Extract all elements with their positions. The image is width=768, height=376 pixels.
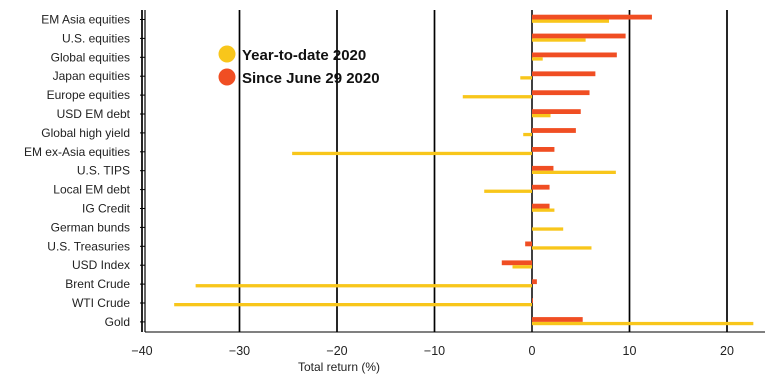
bar-year-to-date [532,246,592,250]
bar-year-to-date [484,189,532,193]
legend-label: Year-to-date 2020 [242,47,366,64]
x-tick-label: −20 [326,344,347,358]
bar-since-june [532,203,550,209]
category-labels: EM Asia equities U.S. equities Global equi… [24,13,131,329]
category-label: USD EM debt [57,107,131,121]
category-label: IG Credit [82,202,131,216]
bar-since-june [532,33,626,39]
category-label: U.S. TIPS [77,164,130,178]
bar-year-to-date [520,76,532,80]
category-label: Gold [105,315,130,329]
category-label: WTI Crude [72,296,130,310]
category-label: Europe equities [47,88,130,102]
legend-marker [218,68,236,86]
category-label: U.S. equities [62,31,130,45]
category-label: Global equities [51,50,130,64]
x-tick-label: 10 [623,344,637,358]
category-label: Global high yield [41,126,130,140]
bar-since-june [532,128,576,133]
bar-since-june [525,241,532,247]
x-tick-label: −10 [424,344,445,358]
legend: Year-to-date 2020 Since June 29 2020 [218,45,380,87]
x-tick-label: 20 [720,344,734,358]
x-tick-label: −30 [229,344,250,358]
bar-year-to-date [532,321,754,326]
category-label: Japan equities [53,69,130,83]
category-label: EM ex-Asia equities [24,145,130,159]
bars [174,14,754,326]
x-axis-title: Total return (%) [298,360,380,374]
bar-since-june [532,147,555,152]
bar-since-june [501,260,532,266]
x-tick-label: −40 [131,344,152,358]
bar-year-to-date [512,265,532,269]
bar-since-june [532,298,533,303]
bar-since-june [532,109,581,114]
bar-since-june [532,14,652,20]
bar-year-to-date [532,19,610,23]
bar-year-to-date [195,284,532,288]
bar-year-to-date [532,57,543,61]
bar-year-to-date [532,208,555,212]
bar-year-to-date [532,170,616,174]
bar-since-june [532,71,596,77]
bar-year-to-date [523,132,532,137]
bar-year-to-date [462,95,532,99]
bar-since-june [532,52,617,58]
bar-since-june [532,317,583,322]
x-tick-label: 0 [529,344,536,358]
category-label: German bunds [51,220,130,234]
tick-labels: −40 −30 −20 −10 0 10 20 [131,344,734,358]
axes [140,10,765,333]
bar-year-to-date [532,227,564,231]
category-label: Brent Crude [65,277,130,291]
legend-label: Since June 29 2020 [242,70,380,87]
category-label: EM Asia equities [41,13,130,27]
category-label: U.S. Treasuries [47,239,130,253]
bar-since-june [532,90,590,96]
bar-since-june [532,279,537,285]
bar-since-june [532,165,554,171]
bar-year-to-date [292,151,532,156]
category-label: USD Index [72,258,130,272]
bar-year-to-date [532,114,551,118]
bar-year-to-date [532,38,586,42]
bar-since-june [532,184,550,190]
category-label: Local EM debt [53,183,130,197]
legend-marker [218,45,236,63]
bar-year-to-date [174,303,533,307]
